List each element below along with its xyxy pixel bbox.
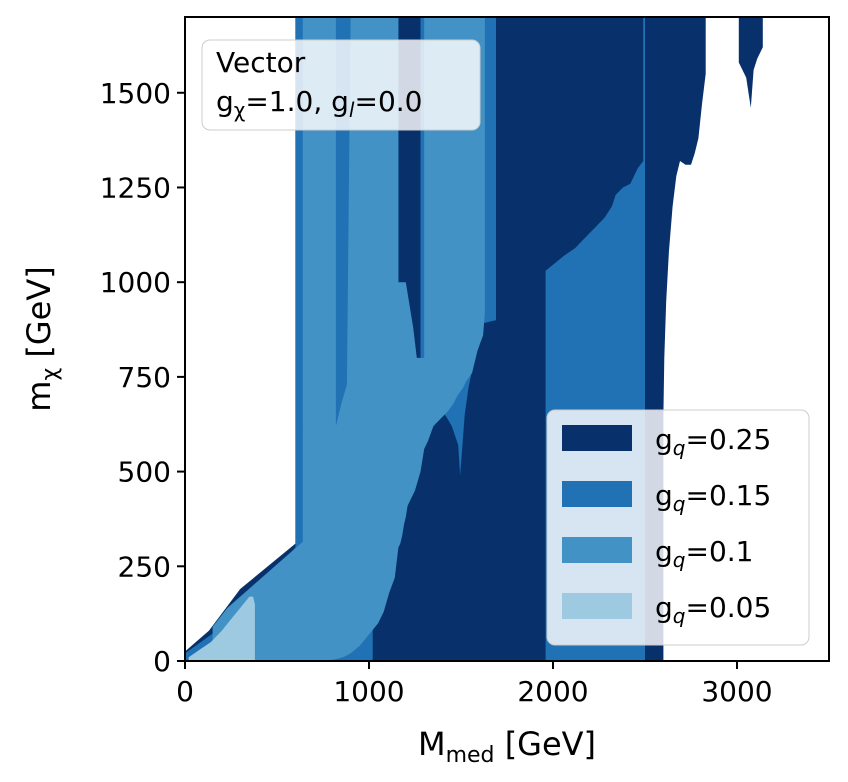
annotation-box: Vector gχ=1.0, gl=0.0 [201,39,481,131]
y-tick-label: 1500 [100,77,171,110]
x-tick-label: 0 [176,675,194,708]
y-tick-label: 500 [118,456,171,489]
x-axis-label: Mmed [GeV] [418,725,596,768]
legend-swatch [562,593,632,619]
y-tick-label: 1000 [100,266,171,299]
legend-label: gq=0.05 [655,591,771,628]
legend-swatch [562,537,632,563]
plot-frame [184,16,830,662]
annotation-line2: gχ=1.0, gl=0.0 [216,85,422,122]
annotation-background [201,39,481,131]
legend-swatch [562,425,632,451]
legend: gq=0.25 gq=0.15 gq=0.1 gq=0.05 [546,409,810,646]
x-tick-label: 2000 [517,675,588,708]
legend-swatch [562,481,632,507]
y-tick-label: 0 [153,645,171,678]
x-tick-label: 3000 [701,675,772,708]
y-tick-label: 250 [118,550,171,583]
series-region-2 [185,17,645,661]
legend-label: gq=0.15 [655,479,771,516]
y-tick-label: 750 [118,361,171,394]
series-region-1 [738,17,763,108]
legend-background [546,409,810,646]
y-ticks: 0 250 500 750 1000 1250 1500 [100,77,185,678]
legend-label: gq=0.1 [655,535,753,572]
series-region-3 [212,17,485,661]
y-tick-label: 1250 [100,171,171,204]
series-region-4 [188,596,255,661]
legend-label: gq=0.25 [655,423,771,460]
annotation-line1: Vector [216,46,306,79]
x-ticks: 0 1000 2000 3000 [176,661,773,708]
x-tick-label: 1000 [333,675,404,708]
y-axis-label: mχ [GeV] [20,266,63,411]
